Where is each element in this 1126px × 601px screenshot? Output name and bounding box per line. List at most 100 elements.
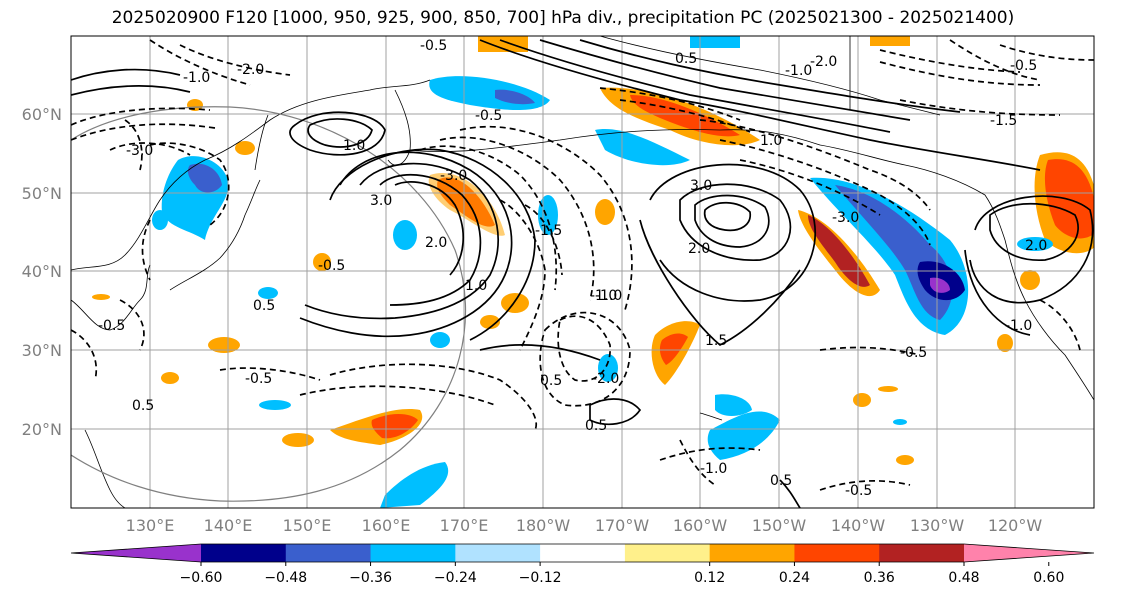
contour-neg-2 xyxy=(439,136,595,301)
coast-alaska-north xyxy=(599,36,941,116)
colorbar-tick-label: 0.48 xyxy=(948,570,979,586)
colorbar-box xyxy=(285,544,372,562)
contour-label: 0.5 xyxy=(253,298,275,314)
colorbar-tick-label: 0.24 xyxy=(779,570,810,586)
colorbar-box xyxy=(370,544,456,562)
shade-blob-6 xyxy=(501,293,529,313)
contour-label: -1.0 xyxy=(700,461,727,477)
coast-korea-china xyxy=(71,264,151,331)
shade-gulf-blue xyxy=(595,129,690,166)
contour-pos-north2 xyxy=(499,39,891,133)
contour-neg-26 xyxy=(619,99,751,133)
contour-label: 1.0 xyxy=(343,138,365,154)
contour-neg-13 xyxy=(71,107,211,126)
contour-label: 3.0 xyxy=(690,178,712,194)
contour-neg-18 xyxy=(719,139,931,246)
map-frame xyxy=(70,35,1095,509)
contour-pos-tl xyxy=(71,68,181,81)
contour-pos-c3 xyxy=(703,201,751,232)
contour-label: 2.0 xyxy=(1025,238,1047,254)
map-title: 2025020900 F120 [1000, 950, 925, 900, 85… xyxy=(111,8,1015,28)
contour-neg-22 xyxy=(899,99,1061,116)
shade-blob-11 xyxy=(393,220,417,250)
colorbar-tick-label: 0.12 xyxy=(694,570,725,586)
colorbar: −0.60 −0.48 −0.36 −0.24 −0.12 0.12 0.24 0.36 0.4… xyxy=(70,543,1095,586)
contour-pos-c2 xyxy=(694,194,770,248)
shade-center-orange xyxy=(428,173,505,236)
lat-label-50n: 50°N xyxy=(22,184,62,203)
colorbar-box xyxy=(624,544,711,562)
colorbar-tick-label: −0.36 xyxy=(349,570,392,586)
contour-pos-north4 xyxy=(579,39,961,113)
colorbar-box xyxy=(879,544,965,562)
lat-label-30n: 30°N xyxy=(22,341,62,360)
contour-label: 0.5 xyxy=(585,418,607,434)
contour-label: -0.5 xyxy=(1010,58,1037,74)
lat-label-60n: 60°N xyxy=(22,105,62,124)
contour-label: -0.5 xyxy=(420,38,447,54)
shade-blob-13 xyxy=(282,433,314,447)
coast-japan xyxy=(169,179,261,291)
contour-pos-north1 xyxy=(479,39,1041,171)
contour-pos-w2 xyxy=(304,162,500,320)
colorbar-tick-label: −0.24 xyxy=(434,570,477,586)
contour-label: 0.5 xyxy=(132,398,154,414)
contour-label: 1.0 xyxy=(465,278,487,294)
contour-label: 1.5 xyxy=(705,333,727,349)
lat-lon-grid xyxy=(71,36,1094,508)
contour-neg-21 xyxy=(879,61,1041,86)
lon-label-140w: 140°W xyxy=(831,516,886,535)
shade-blob-3 xyxy=(208,337,240,353)
contour-label: 2.0 xyxy=(688,241,710,257)
contour-label: -0.5 xyxy=(845,483,872,499)
lon-label-150e: 150°E xyxy=(283,516,332,535)
contour-pos-w5 xyxy=(329,148,536,341)
shade-mid-red xyxy=(659,333,688,365)
shade-blob-18 xyxy=(1017,237,1053,251)
contour-pos-w4 xyxy=(394,181,465,276)
coast-na-west xyxy=(1004,239,1094,401)
contour-pos-ne3 xyxy=(964,249,1031,336)
lon-label-170e: 170°E xyxy=(440,516,489,535)
contour-neg-29 xyxy=(819,480,911,491)
coast-asia-mainland xyxy=(71,79,431,271)
contour-label: -3.0 xyxy=(440,168,467,184)
contour-label: 1.0 xyxy=(760,133,782,149)
contour-neg-33 xyxy=(679,439,716,486)
contour-label: -0.5 xyxy=(900,345,927,361)
contour-label: 0.5 xyxy=(770,473,792,489)
contour-neg-11 xyxy=(109,142,191,156)
shade-south-blue xyxy=(380,462,449,508)
shade-blob-7 xyxy=(480,315,500,329)
contour-label: -0.5 xyxy=(245,371,272,387)
lon-label-160w: 160°W xyxy=(673,516,728,535)
contour-neg-6 xyxy=(557,315,611,382)
lon-label-180w: 180°W xyxy=(516,516,571,535)
contour-pos-mid xyxy=(479,343,601,361)
contour-neg-19 xyxy=(739,159,881,216)
coast-alaska xyxy=(719,129,1006,241)
shade-topright-orange xyxy=(870,36,910,46)
positive-divergence-contours xyxy=(71,39,1094,508)
contour-label: -1.5 xyxy=(535,223,562,239)
contour-neg-3 xyxy=(459,125,633,311)
coast-hawaii xyxy=(699,412,723,421)
contour-pos-c5 xyxy=(639,219,801,347)
contour-pos-north3 xyxy=(539,39,911,121)
contour-neg-10 xyxy=(149,142,230,226)
contour-label: 2.0 xyxy=(425,235,447,251)
reference-circle xyxy=(71,106,467,502)
shade-tropic-blue2 xyxy=(715,394,752,416)
lon-label-140e: 140°E xyxy=(204,516,253,535)
contour-label: -3.0 xyxy=(832,210,859,226)
contour-pos-c1 xyxy=(679,183,792,261)
shade-blob-19 xyxy=(853,393,871,407)
contour-pos-ring2 xyxy=(289,111,386,156)
contour-label: -2.0 xyxy=(810,54,837,70)
negative-divergence-contours xyxy=(71,39,1094,491)
shade-east-red xyxy=(808,215,870,287)
contour-label: -0.5 xyxy=(98,318,125,334)
lon-label-130e: 130°E xyxy=(126,516,175,535)
shade-blob-12 xyxy=(598,354,618,382)
